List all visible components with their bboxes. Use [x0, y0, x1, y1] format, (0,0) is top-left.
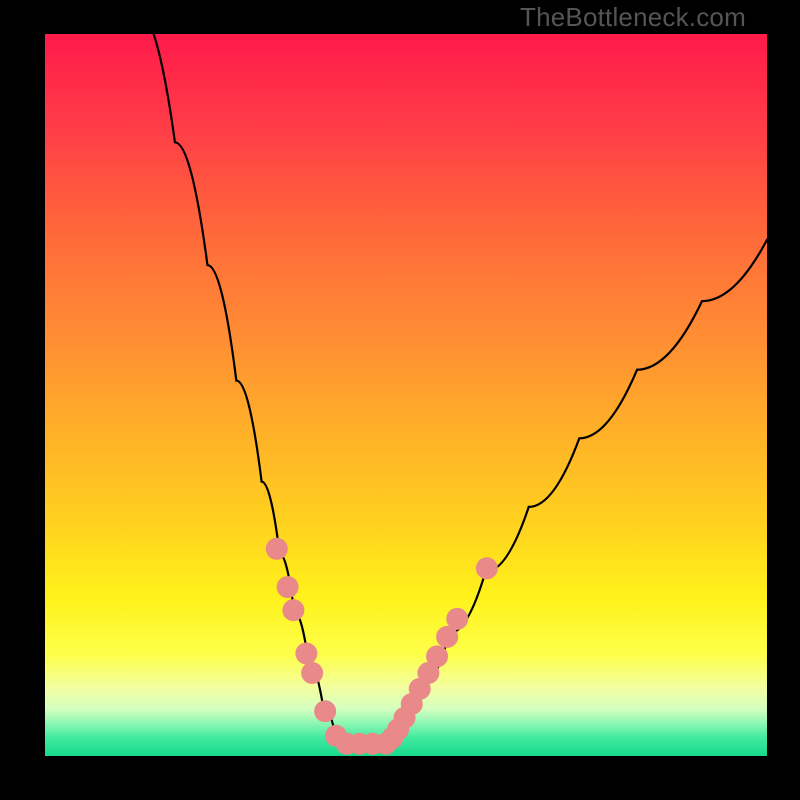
data-point [266, 538, 288, 560]
data-point [277, 576, 299, 598]
data-point [446, 608, 468, 630]
data-point [282, 599, 304, 621]
data-point [426, 645, 448, 667]
plot-background [45, 34, 767, 756]
bottleneck-chart [0, 0, 800, 800]
data-point [476, 557, 498, 579]
data-point [314, 700, 336, 722]
data-point [295, 642, 317, 664]
data-point [301, 662, 323, 684]
